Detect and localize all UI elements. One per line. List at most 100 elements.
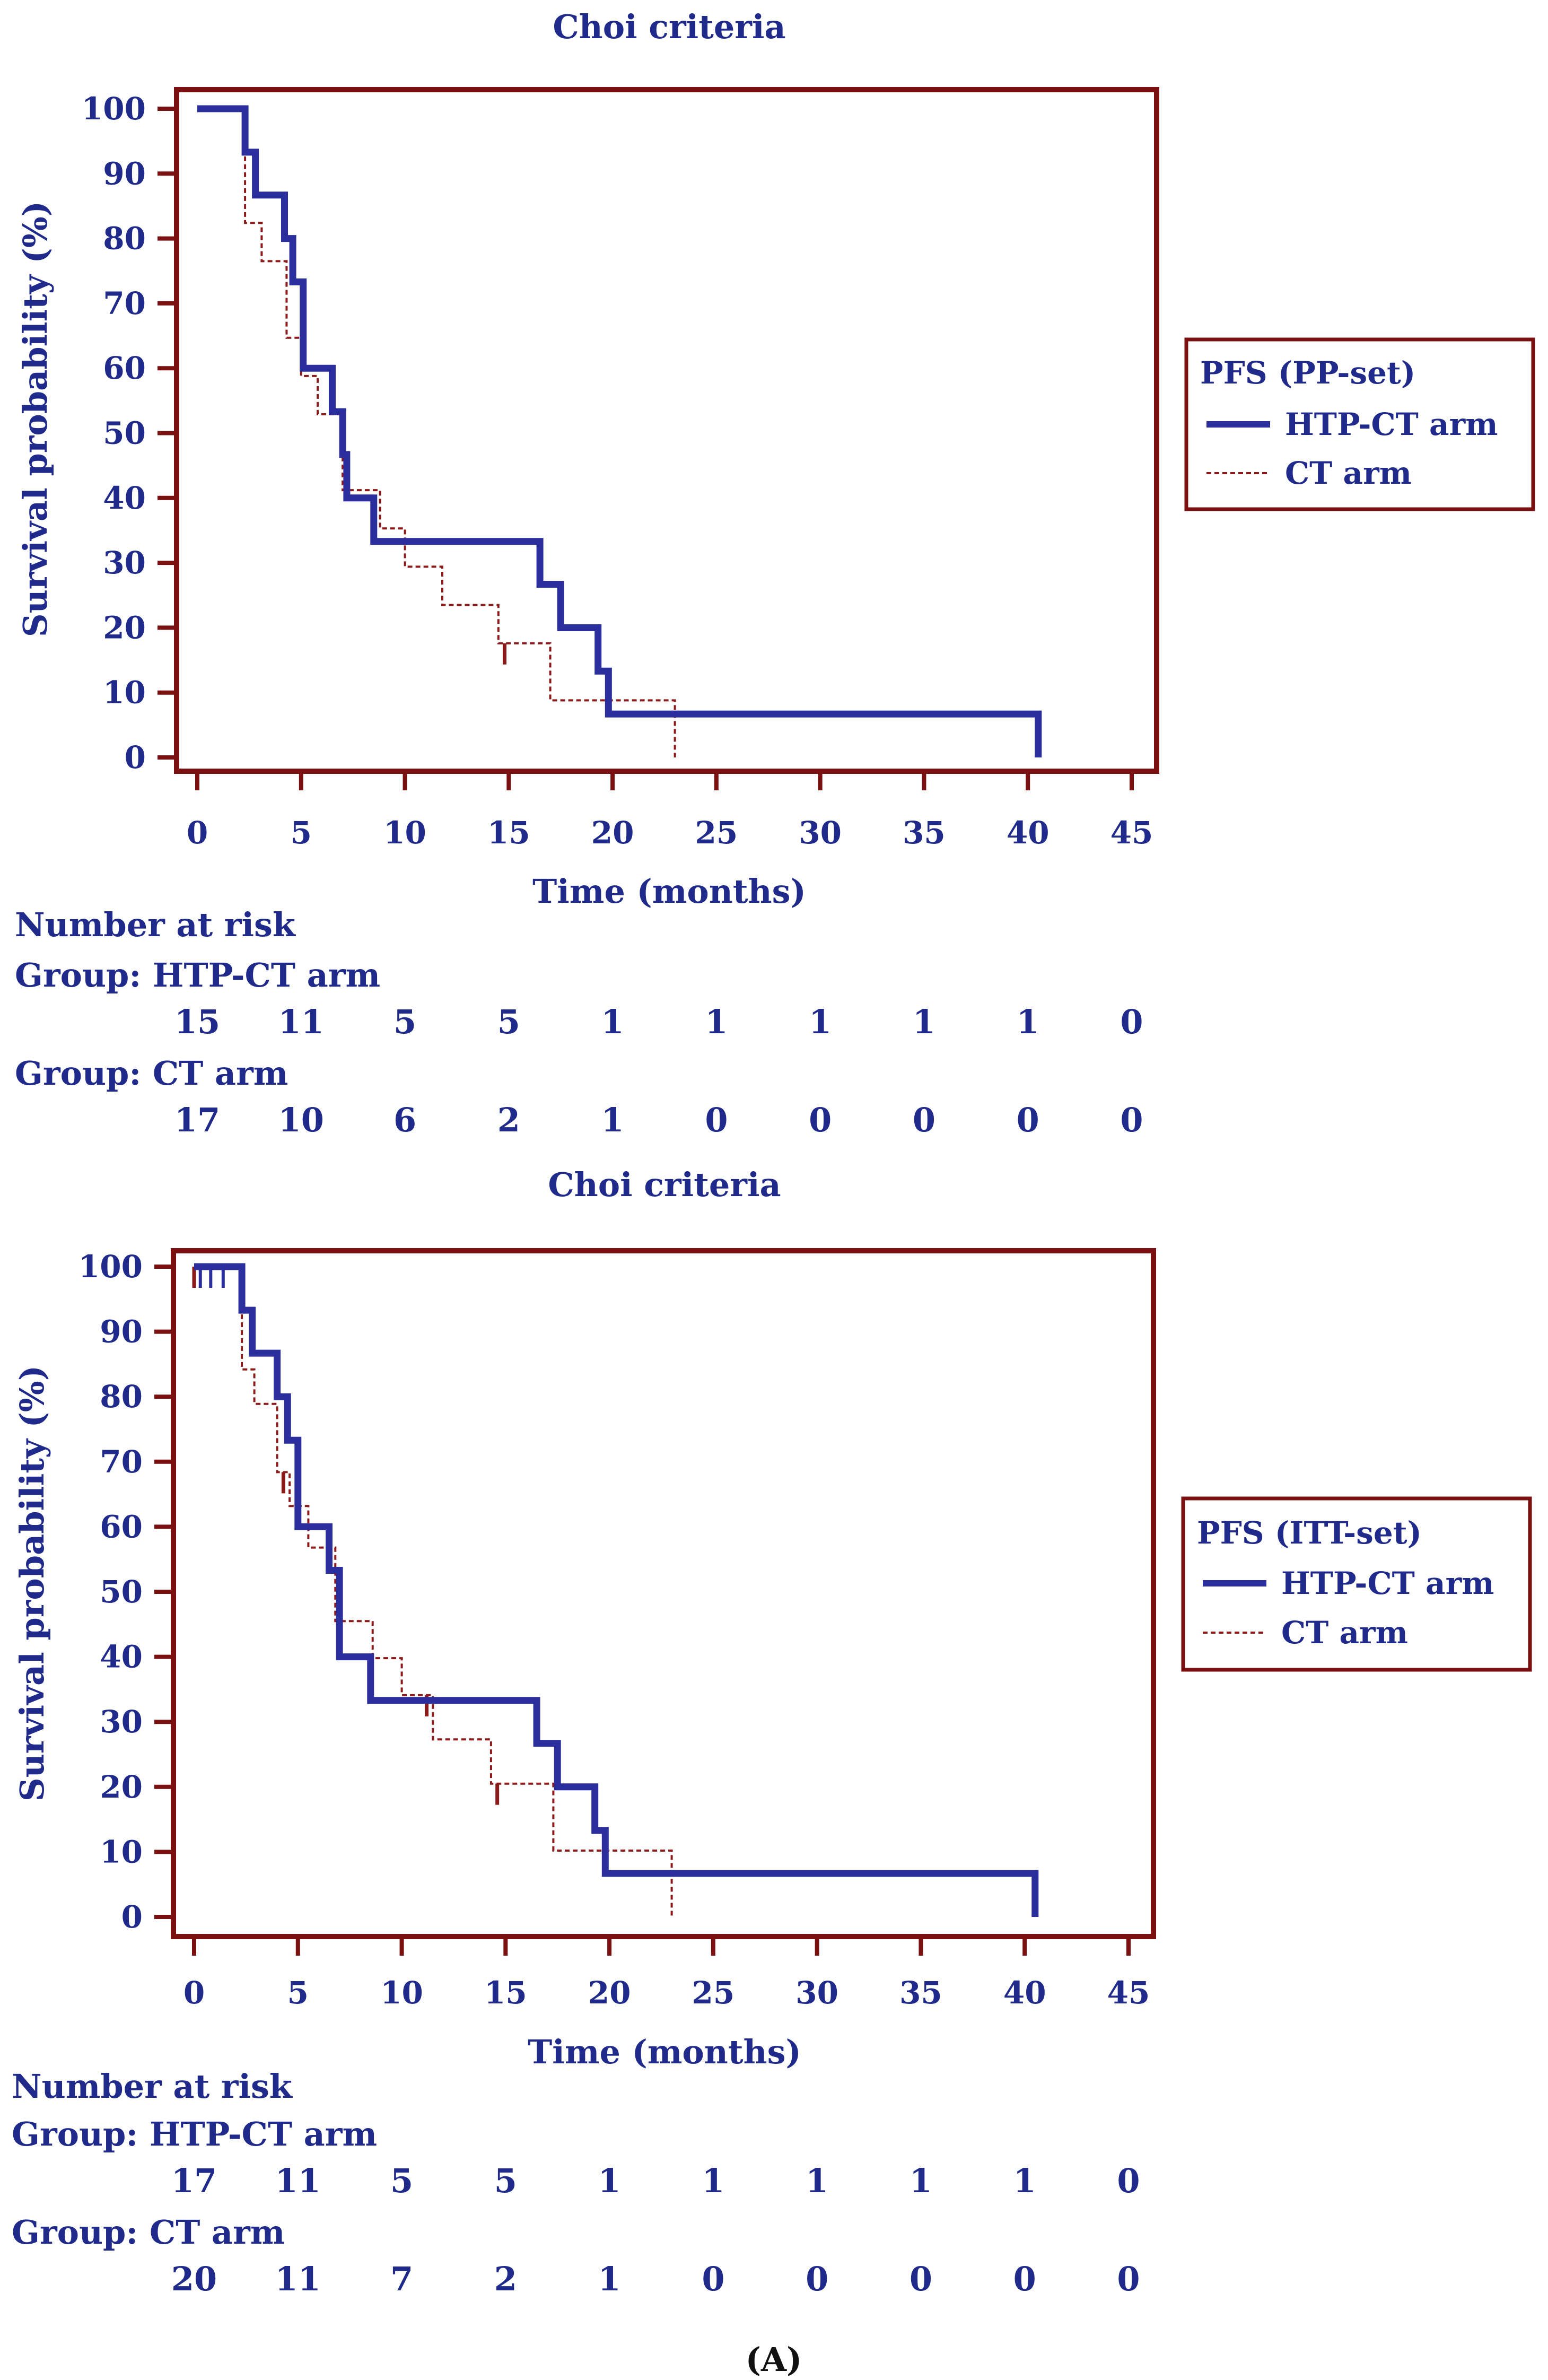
series-line-ct-arm bbox=[197, 108, 676, 757]
x-tick-label: 40 bbox=[1007, 815, 1050, 851]
x-tick-label: 35 bbox=[903, 815, 946, 851]
risk-row-htp: 17 11 5 5 1 1 1 1 1 0 bbox=[171, 2161, 1140, 2200]
x-axis-label: Time (months) bbox=[528, 2033, 801, 2071]
y-tick-label: 20 bbox=[100, 1769, 143, 1805]
legend-title: PFS (PP-set) bbox=[1200, 355, 1415, 391]
y-tick-label: 100 bbox=[82, 91, 146, 127]
x-tick-label: 0 bbox=[187, 815, 208, 851]
axes: 0 10 20 30 40 50 60 70 80 90 100 0 5 10 15 20 25 30 35 40 45 bbox=[78, 1249, 1150, 2011]
risk-value: 17 bbox=[171, 2161, 217, 2200]
legend: PFS (PP-set) HTP-CT arm CT arm bbox=[1184, 337, 1535, 511]
risk-value: 5 bbox=[393, 1002, 416, 1041]
y-tick-label: 70 bbox=[100, 1444, 143, 1480]
risk-value: 0 bbox=[913, 1101, 935, 1139]
y-tick-label: 40 bbox=[103, 480, 146, 516]
panel-letter: A bbox=[760, 2340, 787, 2379]
chart-title: Choi criteria bbox=[553, 7, 785, 46]
x-tick-label: 30 bbox=[799, 815, 842, 851]
risk-value: 0 bbox=[1117, 2260, 1140, 2298]
risk-value: 0 bbox=[1120, 1002, 1143, 1041]
y-tick-label: 60 bbox=[100, 1509, 143, 1545]
y-tick-label: 90 bbox=[100, 1314, 143, 1350]
chart-title: Choi criteria bbox=[548, 1165, 781, 1204]
x-tick-label: 0 bbox=[183, 1975, 205, 2011]
series-line-ct-arm bbox=[194, 1266, 673, 1917]
legend-label-ct: CT arm bbox=[1285, 455, 1412, 491]
risk-group-label-ct: Group: CT arm bbox=[12, 2213, 285, 2252]
y-tick-label: 10 bbox=[103, 675, 146, 711]
legend-label-ct: CT arm bbox=[1281, 1615, 1408, 1651]
y-tick-label: 80 bbox=[100, 1379, 143, 1415]
risk-value: 1 bbox=[598, 2161, 621, 2200]
x-tick-label: 45 bbox=[1110, 815, 1153, 851]
axes: 0 10 20 30 40 50 60 70 80 90 100 0 5 10 15 20 25 30 35 40 45 bbox=[82, 91, 1153, 851]
risk-value: 1 bbox=[909, 2161, 932, 2200]
legend-label-htp: HTP-CT arm bbox=[1281, 1565, 1494, 1601]
risk-value: 1 bbox=[601, 1101, 624, 1139]
y-tick-label: 100 bbox=[78, 1249, 143, 1285]
risk-value: 0 bbox=[702, 2260, 724, 2298]
x-tick-label: 45 bbox=[1107, 1975, 1150, 2011]
risk-value: 11 bbox=[275, 2260, 321, 2298]
risk-value: 11 bbox=[275, 2161, 321, 2200]
y-tick-label: 10 bbox=[100, 1834, 143, 1870]
x-tick-label: 15 bbox=[484, 1975, 527, 2011]
x-tick-label: 20 bbox=[588, 1975, 631, 2011]
risk-value: 1 bbox=[705, 1002, 728, 1041]
risk-table-heading: Number at risk bbox=[12, 2067, 293, 2106]
y-axis-label: Survival probability (%) bbox=[13, 1365, 51, 1801]
series-layer bbox=[192, 1263, 1039, 1917]
y-tick-label: 90 bbox=[103, 155, 146, 191]
x-tick-label: 15 bbox=[487, 815, 530, 851]
risk-value: 2 bbox=[497, 1101, 520, 1139]
x-tick-label: 25 bbox=[695, 815, 738, 851]
x-tick-label: 40 bbox=[1003, 1975, 1046, 2011]
risk-value: 0 bbox=[1117, 2161, 1140, 2200]
risk-value: 1 bbox=[1017, 1002, 1039, 1041]
y-tick-label: 60 bbox=[103, 350, 146, 386]
risk-value: 1 bbox=[702, 2161, 724, 2200]
x-axis-label: Time (months) bbox=[532, 872, 806, 911]
legend: PFS (ITT-set) HTP-CT arm CT arm bbox=[1181, 1496, 1532, 1672]
x-tick-label: 10 bbox=[380, 1975, 423, 2011]
risk-group-label-ct: Group: CT arm bbox=[15, 1054, 288, 1093]
panel-label: (A) bbox=[746, 2340, 802, 2379]
x-tick-label: 35 bbox=[899, 1975, 942, 2011]
x-tick-label: 5 bbox=[287, 1975, 309, 2011]
y-tick-label: 0 bbox=[121, 1899, 143, 1935]
risk-value: 20 bbox=[171, 2260, 217, 2298]
risk-value: 0 bbox=[705, 1101, 728, 1139]
risk-value: 1 bbox=[806, 2161, 828, 2200]
risk-value: 0 bbox=[806, 2260, 828, 2298]
legend-box bbox=[1181, 1496, 1532, 1672]
risk-value: 1 bbox=[601, 1002, 624, 1041]
x-tick-label: 25 bbox=[692, 1975, 735, 2011]
risk-table: Number at risk Group: HTP-CT arm 17 11 5 5 1… bbox=[12, 2067, 1140, 2298]
y-tick-label: 70 bbox=[103, 285, 146, 321]
legend-box bbox=[1184, 337, 1535, 511]
risk-row-ct: 20 11 7 2 1 0 0 0 0 0 bbox=[171, 2260, 1140, 2298]
x-tick-label: 5 bbox=[291, 815, 312, 851]
risk-table-heading: Number at risk bbox=[15, 905, 296, 944]
risk-group-label-htp: Group: HTP-CT arm bbox=[12, 2115, 377, 2154]
risk-group-label-htp: Group: HTP-CT arm bbox=[15, 956, 380, 995]
y-tick-label: 80 bbox=[103, 221, 146, 257]
y-tick-label: 40 bbox=[100, 1639, 143, 1675]
risk-row-htp: 15 11 5 5 1 1 1 1 1 0 bbox=[174, 1002, 1143, 1041]
risk-value: 0 bbox=[1017, 1101, 1039, 1139]
risk-value: 0 bbox=[909, 2260, 932, 2298]
plot-frame bbox=[174, 87, 1159, 774]
risk-value: 1 bbox=[913, 1002, 935, 1041]
risk-value: 0 bbox=[1120, 1101, 1143, 1139]
risk-value: 1 bbox=[598, 2260, 621, 2298]
legend-label-htp: HTP-CT arm bbox=[1285, 406, 1498, 442]
risk-value: 11 bbox=[278, 1002, 324, 1041]
y-tick-label: 30 bbox=[100, 1704, 143, 1740]
legend-title: PFS (ITT-set) bbox=[1197, 1515, 1422, 1551]
risk-value: 10 bbox=[278, 1101, 324, 1139]
y-tick-label: 50 bbox=[103, 415, 146, 451]
risk-value: 7 bbox=[390, 2260, 413, 2298]
risk-value: 5 bbox=[390, 2161, 413, 2200]
